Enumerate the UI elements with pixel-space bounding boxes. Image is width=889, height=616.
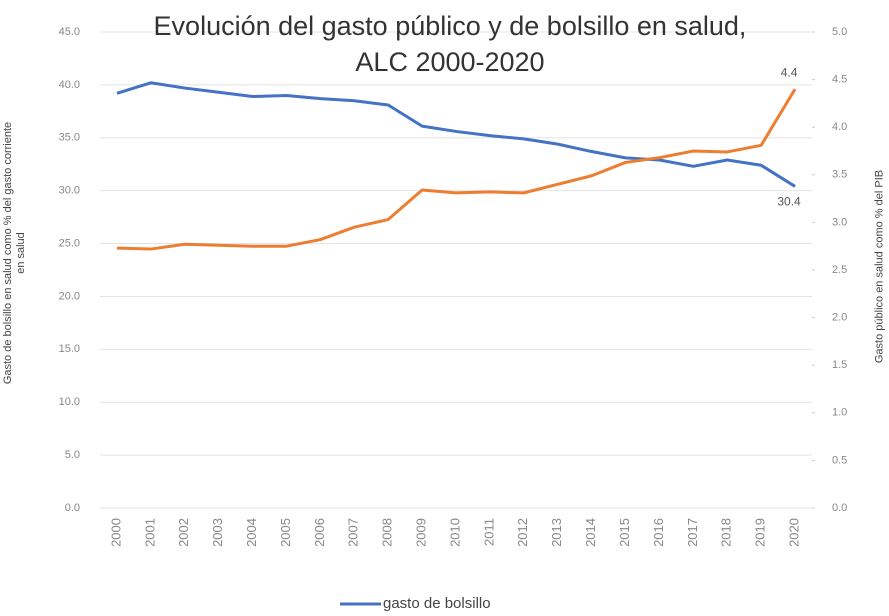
- x-tick-label: 2004: [244, 518, 259, 547]
- y-tick-label: 5.0: [65, 449, 80, 461]
- y-tick-label: 0.0: [65, 502, 80, 514]
- data-label: 30.4: [777, 195, 801, 209]
- y-tick-label: 40.0: [59, 79, 80, 91]
- y-tick-label: 10.0: [59, 396, 80, 408]
- x-tick-label: 2007: [346, 518, 361, 547]
- legend-label: gasto de bolsillo: [383, 595, 491, 612]
- x-tick-label: 2013: [549, 518, 564, 547]
- x-tick-label: 2012: [515, 518, 530, 547]
- y-tick-label: 20.0: [59, 290, 80, 302]
- y2-tick-label: 5.0: [832, 26, 847, 38]
- x-tick-label: 2009: [414, 518, 429, 547]
- data-label: 4.4: [781, 65, 798, 79]
- y2-axis-title: Gasto público en salud como % del PIB: [873, 169, 886, 364]
- y-tick-label: 25.0: [59, 237, 80, 249]
- x-tick-label: 2002: [176, 518, 191, 547]
- y-axis-title: Gasto de bolsillo en salud como % del ga…: [2, 121, 27, 385]
- y2-tick-label: 1.5: [832, 359, 847, 371]
- x-tick-label: 2016: [651, 518, 666, 547]
- x-tick-label: 2005: [278, 518, 293, 547]
- y2-tick-label: 4.5: [832, 74, 847, 86]
- x-tick-label: 2020: [786, 518, 801, 547]
- x-tick-label: 2001: [142, 518, 157, 547]
- y2-tick-label: 0.5: [832, 454, 847, 466]
- y2-tick-label: 0.0: [832, 502, 847, 514]
- y-tick-label: 30.0: [59, 185, 80, 197]
- y2-tick-label: 2.5: [832, 264, 847, 276]
- series-line: [116, 88, 797, 251]
- y-tick-label: 45.0: [59, 26, 80, 38]
- y2-tick-label: 1.0: [832, 407, 847, 419]
- x-tick-label: 2014: [583, 518, 598, 547]
- x-tick-label: 2019: [753, 518, 768, 547]
- y2-tick-label: 3.0: [832, 216, 847, 228]
- x-tick-label: 2018: [719, 518, 734, 547]
- x-tick-label: 2000: [108, 518, 123, 547]
- y2-tick-label: 4.0: [832, 121, 847, 133]
- y2-tick-label: 2.0: [832, 312, 847, 324]
- x-tick-label: 2017: [685, 518, 700, 547]
- y2-tick-label: 3.5: [832, 169, 847, 181]
- chart-title: Evolución del gasto público y de bolsill…: [153, 11, 747, 77]
- y-tick-label: 35.0: [59, 132, 80, 144]
- x-tick-label: 2003: [210, 518, 225, 547]
- series-line: [116, 81, 796, 188]
- y-tick-label: 15.0: [59, 343, 80, 355]
- x-tick-label: 2008: [380, 518, 395, 547]
- x-tick-label: 2011: [481, 518, 496, 546]
- x-tick-label: 2010: [447, 518, 462, 547]
- x-tick-label: 2015: [617, 518, 632, 547]
- x-tick-label: 2006: [312, 518, 327, 547]
